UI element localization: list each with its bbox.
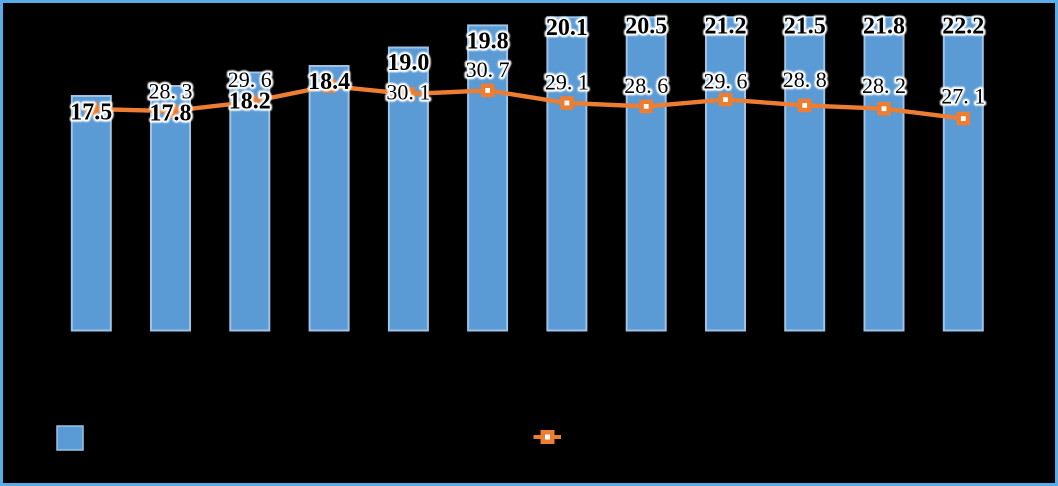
svg-text:19.8: 19.8 xyxy=(467,29,509,55)
svg-text:28. 3: 28. 3 xyxy=(149,79,193,104)
svg-text:21.2: 21.2 xyxy=(705,14,747,40)
svg-text:22.2: 22.2 xyxy=(942,14,984,40)
svg-text:29. 6: 29. 6 xyxy=(228,67,272,92)
svg-text:29. 6: 29. 6 xyxy=(228,67,272,92)
svg-text:21.5: 21.5 xyxy=(784,14,826,40)
svg-text:28. 2: 28. 2 xyxy=(862,73,906,98)
svg-text:22.2: 22.2 xyxy=(942,14,984,40)
svg-text:17.5: 17.5 xyxy=(70,100,112,126)
svg-text:28. 3: 28. 3 xyxy=(149,79,193,104)
svg-text:30. 1: 30. 1 xyxy=(386,80,430,105)
svg-text:21.8: 21.8 xyxy=(863,14,905,40)
svg-text:30. 7: 30. 7 xyxy=(466,57,510,82)
svg-text:21.8: 21.8 xyxy=(863,14,905,40)
svg-text:20.5: 20.5 xyxy=(625,14,667,40)
svg-text:17.8: 17.8 xyxy=(150,101,192,127)
svg-text:27. 1: 27. 1 xyxy=(941,84,985,109)
svg-text:17.8: 17.8 xyxy=(150,101,192,127)
svg-text:27. 1: 27. 1 xyxy=(941,84,985,109)
svg-text:29. 1: 29. 1 xyxy=(545,70,589,95)
svg-text:18.4: 18.4 xyxy=(308,69,350,95)
svg-text:21.5: 21.5 xyxy=(784,14,826,40)
svg-text:28. 8: 28. 8 xyxy=(783,67,827,92)
svg-text:30. 7: 30. 7 xyxy=(466,57,510,82)
svg-text:18.2: 18.2 xyxy=(229,89,271,115)
svg-text:19.0: 19.0 xyxy=(387,50,429,76)
svg-text:20.1: 20.1 xyxy=(546,15,588,41)
svg-text:29. 6: 29. 6 xyxy=(704,69,748,94)
svg-text:28. 6: 28. 6 xyxy=(624,73,668,98)
svg-text:29. 1: 29. 1 xyxy=(545,70,589,95)
svg-text:19.0: 19.0 xyxy=(387,50,429,76)
svg-text:18.4: 18.4 xyxy=(308,69,350,95)
svg-text:20.1: 20.1 xyxy=(546,15,588,41)
svg-text:19.8: 19.8 xyxy=(467,29,509,55)
svg-text:18.2: 18.2 xyxy=(229,89,271,115)
svg-text:17.5: 17.5 xyxy=(70,100,112,126)
svg-text:28. 2: 28. 2 xyxy=(862,73,906,98)
svg-text:28. 6: 28. 6 xyxy=(624,73,668,98)
svg-text:21.2: 21.2 xyxy=(705,14,747,40)
svg-text:28. 8: 28. 8 xyxy=(783,67,827,92)
svg-text:30. 1: 30. 1 xyxy=(386,80,430,105)
svg-text:29. 6: 29. 6 xyxy=(704,69,748,94)
svg-text:20.5: 20.5 xyxy=(625,14,667,40)
